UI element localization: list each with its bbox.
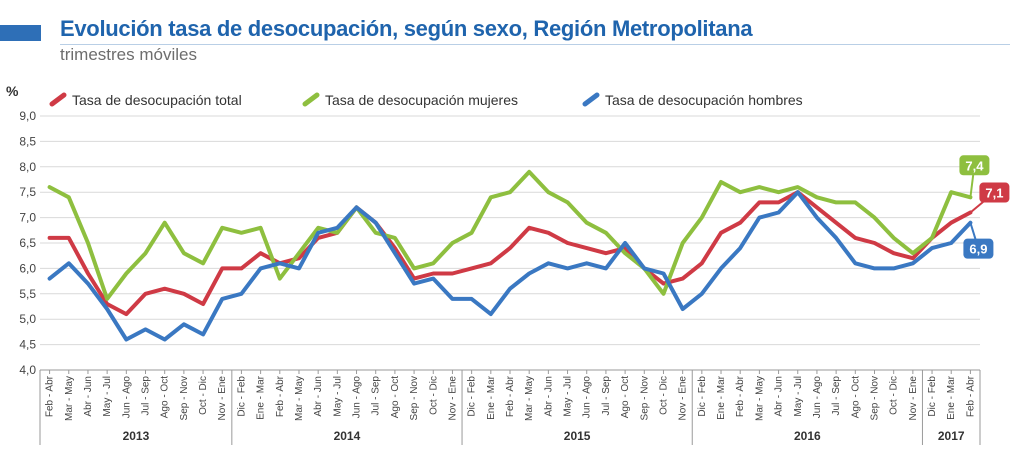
x-tick-label: Abr - Jun (313, 376, 324, 417)
x-tick-label: Jun - Ago (352, 376, 363, 419)
x-tick-label: Feb - Abr (45, 375, 56, 417)
end-value-label: 7,1 (985, 186, 1003, 201)
end-value-label: 6,9 (969, 242, 987, 257)
x-tick-label: Feb - Abr (735, 375, 746, 417)
y-tick-label: 8,5 (19, 134, 36, 148)
y-tick-label: 9,0 (19, 109, 36, 123)
y-tick-label: 7,5 (19, 185, 36, 199)
series-line (47, 190, 973, 342)
year-label: 2016 (794, 429, 821, 443)
x-tick-label: Jul - Sep (371, 376, 382, 416)
y-tick-label: 7,0 (19, 211, 36, 225)
x-tick-label: Feb - Abr (275, 375, 286, 417)
y-axis-unit-label: % (6, 83, 19, 99)
x-tick-label: Dic - Feb (236, 376, 247, 417)
callout-box (979, 182, 1010, 203)
x-tick-label: Dic - Feb (697, 376, 708, 417)
x-tick-label: Feb - Abr (965, 375, 976, 417)
x-tick-label: Nov - Ene (908, 376, 919, 421)
legend-swatch (302, 92, 320, 107)
x-tick-label: Jul - Sep (831, 376, 842, 416)
y-tick-label: 5,5 (19, 287, 36, 301)
x-tick-label: Ene - Mar (486, 375, 497, 420)
legend-label: Tasa de desocupación total (72, 92, 242, 108)
x-axis: Feb - Abr Mar - May Abr - Jun May - Jul Jun … (39, 369, 981, 445)
x-tick-label: Jul - Sep (601, 376, 612, 416)
chart-subtitle: trimestres móviles (60, 45, 197, 64)
legend: Tasa de desocupación total Tasa de desocu… (49, 92, 803, 108)
x-tick-label: Ene - Mar (256, 375, 267, 420)
series-lines (47, 169, 973, 342)
x-tick-label: May - Jul (793, 376, 804, 417)
x-tick-label: Ago - Oct (620, 376, 631, 418)
x-tick-label: Oct - Dic (658, 376, 669, 415)
y-tick-label: 5,0 (19, 312, 36, 326)
title-accent-bar (0, 25, 41, 41)
x-tick-label: Oct - Dic (198, 376, 209, 415)
end-value-label: 7,4 (965, 158, 984, 173)
callout-box (959, 155, 990, 176)
x-tick-label: Abr - Jun (83, 376, 94, 417)
x-tick-label: Oct - Dic (428, 376, 439, 415)
legend-label: Tasa de desocupación mujeres (325, 92, 518, 108)
callout-box (963, 238, 994, 259)
x-tick-label: May - Jul (563, 376, 574, 417)
x-tick-label: Abr - Jun (543, 376, 554, 417)
x-tick-label: Ago - Oct (160, 376, 171, 418)
header-rule (60, 44, 1010, 45)
x-tick-label: Mar - May (524, 376, 535, 421)
chart-title: Evolución tasa de desocupación, según se… (60, 16, 753, 41)
x-tick-label: Dic - Feb (927, 376, 938, 417)
year-label: 2014 (334, 429, 361, 443)
x-tick-label: Jun - Ago (812, 376, 823, 419)
x-tick-label: Mar - May (754, 376, 765, 421)
x-tick-label: Oct - Dic (889, 376, 900, 415)
x-tick-label: Nov - Ene (447, 376, 458, 421)
x-tick-label: Sep - Nov (409, 376, 420, 420)
legend-swatch (582, 92, 600, 107)
y-tick-label: 4,5 (19, 338, 36, 352)
x-tick-label: Ago - Oct (850, 376, 861, 418)
year-label: 2015 (564, 429, 591, 443)
y-tick-label: 4,0 (19, 363, 36, 377)
x-tick-label: Nov - Ene (217, 376, 228, 421)
x-tick-label: Dic - Feb (467, 376, 478, 417)
y-tick-label: 6,0 (19, 261, 36, 275)
series-line (47, 190, 973, 317)
grid (40, 115, 980, 371)
x-tick-label: Ene - Mar (946, 375, 957, 420)
y-tick-label: 8,0 (19, 160, 36, 174)
year-label: 2013 (123, 429, 150, 443)
x-tick-label: Abr - Jun (774, 376, 785, 417)
x-tick-label: May - Jul (332, 376, 343, 417)
x-tick-label: Sep - Nov (869, 376, 880, 420)
year-label: 2017 (938, 429, 965, 443)
x-tick-label: Sep - Nov (179, 376, 190, 420)
x-tick-label: Mar - May (64, 376, 75, 421)
x-tick-label: Sep - Nov (639, 376, 650, 420)
x-tick-label: Mar - May (294, 376, 305, 421)
x-tick-label: Feb - Abr (505, 375, 516, 417)
x-tick-label: Ago - Oct (390, 376, 401, 418)
x-tick-label: Nov - Ene (678, 376, 689, 421)
x-tick-label: Jun - Ago (582, 376, 593, 419)
legend-label: Tasa de desocupación hombres (605, 92, 803, 108)
x-tick-label: Jun - Ago (121, 376, 132, 419)
series-line (47, 169, 973, 301)
x-tick-label: Ene - Mar (716, 375, 727, 420)
end-value-labels: 7,17,4 6,9 (959, 155, 1010, 259)
x-tick-label: Jul - Sep (141, 376, 152, 416)
y-axis-ticks: 4,0 4,5 5,0 5,5 6,0 6,5 7,0 7,5 8,0 8,5 9,0 (19, 109, 36, 377)
x-tick-label: May - Jul (102, 376, 113, 417)
y-tick-label: 6,5 (19, 236, 36, 250)
legend-swatch (49, 92, 67, 107)
